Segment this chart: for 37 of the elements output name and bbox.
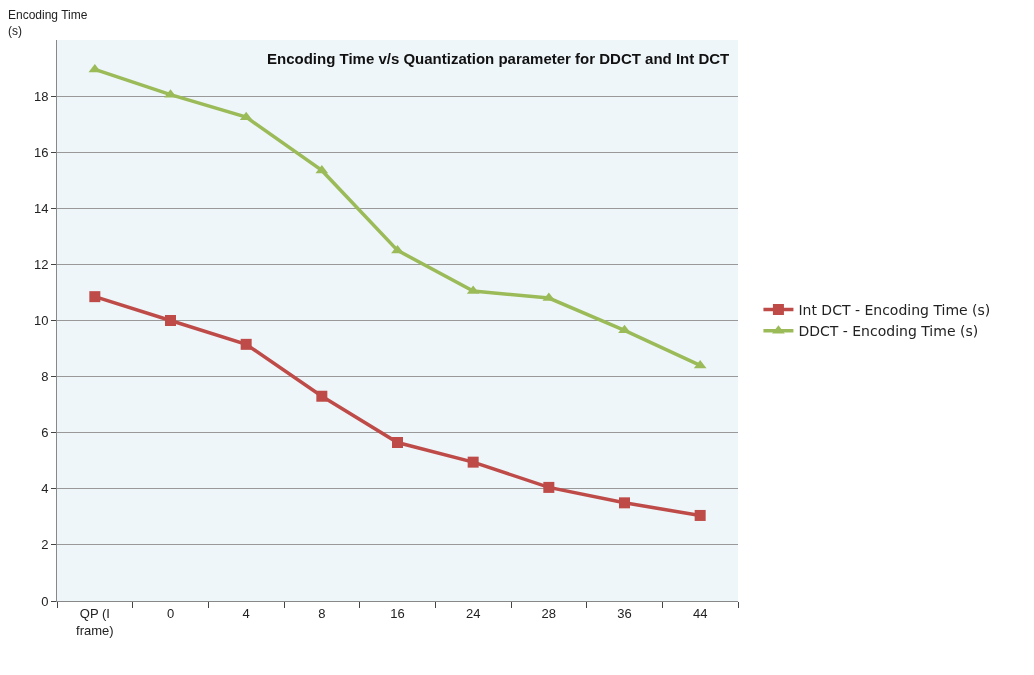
y-tick-label: 18 [33, 88, 49, 104]
point [392, 437, 403, 449]
y-tick-label: 4 [41, 481, 49, 497]
point [543, 481, 555, 493]
y-tick-label: 12 [33, 256, 49, 272]
point [89, 291, 101, 303]
point [391, 244, 404, 254]
point [88, 63, 102, 73]
point [316, 390, 328, 402]
point [694, 509, 706, 521]
y-tick-label: 8 [41, 369, 49, 385]
point [315, 164, 329, 174]
legend-label: DDCT - Encoding Time (s) [798, 323, 979, 340]
y-tick-label: 16 [33, 144, 49, 160]
x-tick-label: 28 [541, 605, 557, 621]
legend-label: Int DCT - Encoding Time (s) [798, 302, 991, 319]
x-tick-label: 44 [692, 605, 708, 621]
x-tick-label: QP (I frame) [76, 605, 114, 638]
y-tick-label: 2 [41, 537, 49, 553]
x-tick-label: 16 [390, 605, 405, 621]
point [165, 315, 176, 326]
point [467, 456, 479, 468]
x-tick-label: 0 [166, 605, 175, 621]
x-tick-label: 24 [465, 605, 481, 621]
x-tick-label: 8 [318, 605, 326, 621]
x-tick-label: 4 [242, 605, 250, 621]
y-tick-label: 10 [33, 313, 49, 329]
point [693, 359, 707, 369]
y-tick-label: 14 [33, 200, 49, 216]
point [618, 324, 631, 334]
x-tick-label: 36 [617, 605, 632, 621]
y-axis-title: Encoding Time (s) [8, 8, 88, 38]
text: Encoding Time v/s Quantization parameter for DDCT and Int DCT [267, 50, 730, 67]
point [240, 338, 252, 350]
point [619, 497, 630, 509]
y-tick-label: 6 [41, 425, 49, 441]
y-tick-label: 0 [41, 593, 49, 609]
